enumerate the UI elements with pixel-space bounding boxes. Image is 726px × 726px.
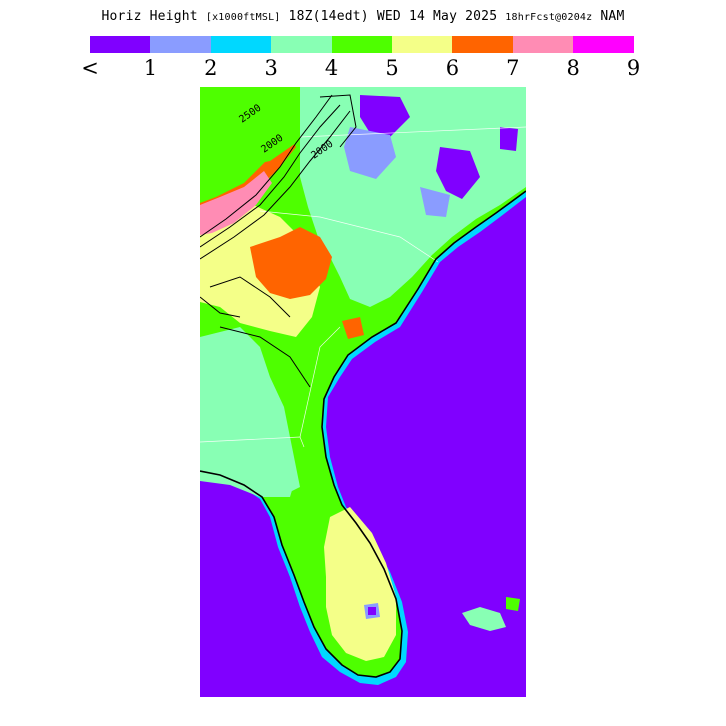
region-level3-gulf — [200, 437, 296, 497]
legend-label-4: 4 — [324, 56, 339, 80]
legend-label-7: 7 — [506, 56, 520, 80]
region-level0-nc — [360, 95, 410, 137]
legend-label-8: 8 — [566, 56, 580, 80]
islands — [462, 607, 506, 631]
color-legend-bar — [90, 36, 634, 53]
legend-label-0: < — [81, 56, 99, 80]
map-panel: 2500 2000 2000 — [200, 87, 526, 697]
region-level0-nc2 — [436, 147, 480, 199]
chart-title: Horiz Height [x1000ftMSL] 18Z(14edt) WED… — [0, 9, 726, 24]
legend-swatch-2 — [210, 36, 272, 53]
region-level4-nw — [200, 111, 300, 167]
legend-label-5: 5 — [385, 56, 399, 80]
terrain-contours — [200, 94, 357, 388]
legend-swatch-7 — [512, 36, 574, 53]
region-level5-fl — [324, 507, 396, 661]
legend-swatch-0 — [90, 36, 151, 53]
legend-swatch-3 — [271, 36, 332, 53]
legend-label-2: 2 — [204, 56, 218, 80]
color-legend-labels: <1 2 3 4 5 6 7 8 9 — [0, 56, 726, 80]
region-level7-ridge — [200, 171, 272, 235]
legend-swatch-4 — [331, 36, 392, 53]
region-level6-sc — [342, 317, 364, 339]
region-level1-nc — [344, 127, 396, 179]
legend-swatch-8 — [573, 36, 634, 53]
legend-label-1: 1 — [143, 56, 158, 80]
region-level6-ga — [250, 227, 332, 299]
legend-swatch-1 — [150, 36, 211, 53]
title-model: NAM — [600, 9, 625, 24]
legend-swatch-6 — [452, 36, 513, 53]
legend-swatch-5 — [391, 36, 453, 53]
title-forecast: 18hrFcst@0204z — [505, 12, 593, 23]
region-level0-nc3 — [500, 127, 518, 151]
region-level0-fl-lake — [368, 607, 376, 615]
title-valid-time: 18Z(14edt) WED 14 May 2025 — [288, 9, 498, 24]
islands-2 — [506, 597, 520, 611]
region-level1-nc2 — [420, 187, 450, 217]
title-units: [x1000ftMSL] — [205, 12, 281, 23]
coastline — [200, 190, 526, 678]
title-field: Horiz Height — [101, 9, 198, 24]
legend-label-3: 3 — [264, 56, 278, 80]
legend-label-9: 9 — [626, 56, 641, 80]
map-image: 2500 2000 2000 — [200, 87, 526, 697]
legend-label-6: 6 — [445, 56, 460, 80]
state-borders — [200, 126, 526, 448]
